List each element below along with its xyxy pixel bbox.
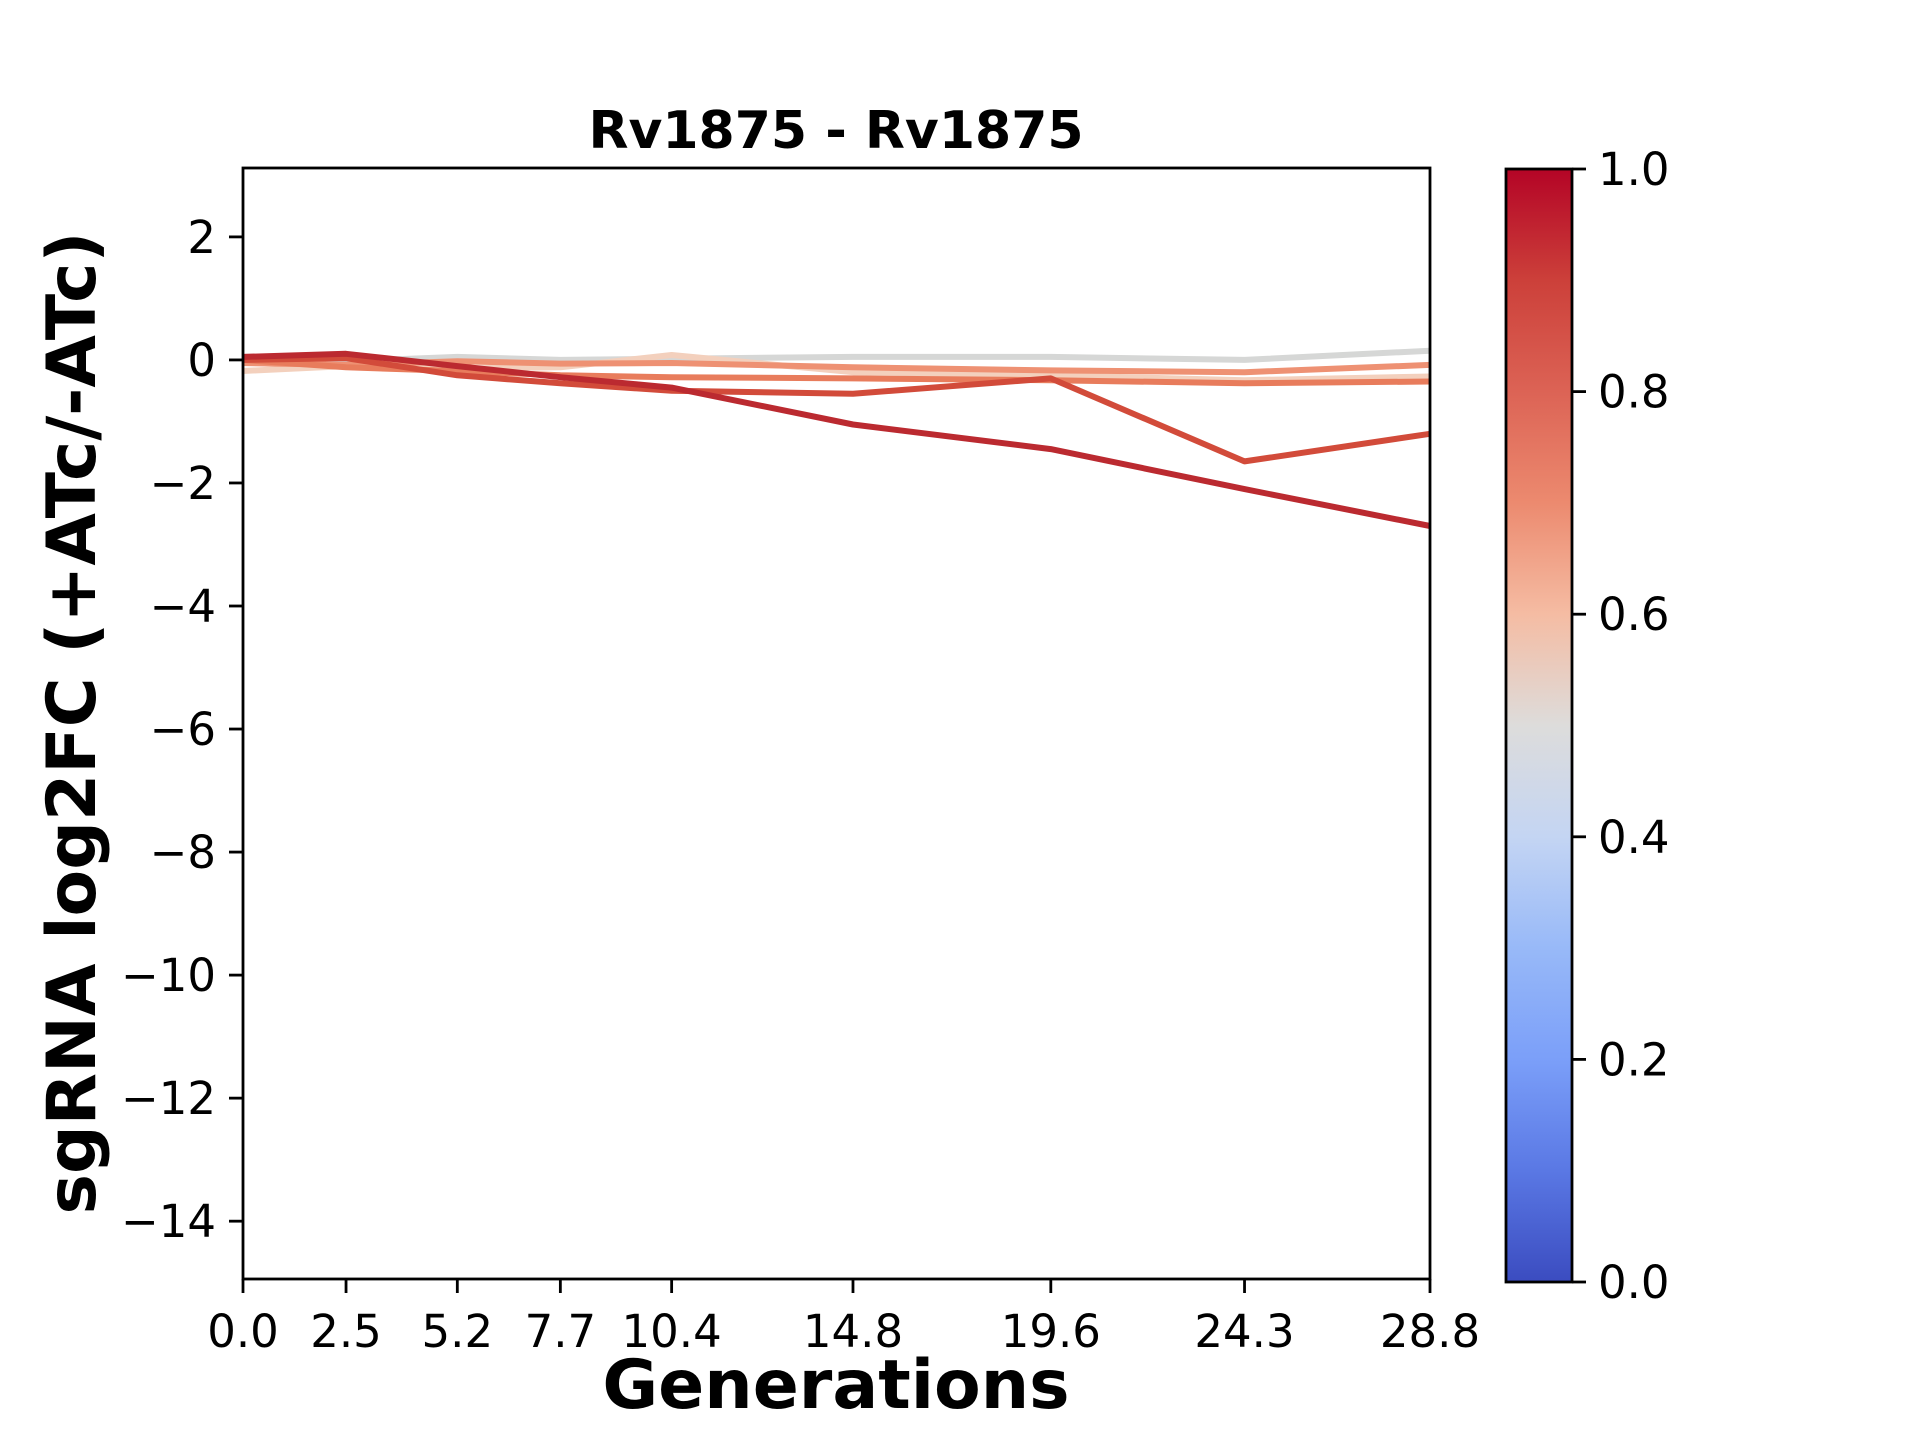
x-axis-label: Generations [602, 1346, 1069, 1425]
y-axis-label: sgRNA log2FC (+ATc/-ATc) [33, 232, 112, 1215]
y-tick-label: 2 [187, 211, 216, 264]
series-line-5 [242, 350, 1431, 529]
y-tick-label: −2 [150, 457, 216, 510]
colorbar-tick-label: 1.0 [1598, 143, 1670, 196]
colorbar-tick-label: 0.2 [1598, 1033, 1670, 1086]
x-tick-label: 24.3 [1194, 1305, 1294, 1358]
y-tick-label: −6 [150, 703, 216, 756]
plot-frame [241, 166, 1432, 1281]
y-tick-label: −8 [150, 826, 216, 879]
y-tick-label: −12 [121, 1072, 216, 1125]
x-tick-label: 0.0 [207, 1305, 279, 1358]
series-line-3 [242, 356, 1431, 387]
series-lines-group [242, 347, 1431, 529]
series-line-4 [242, 355, 1431, 465]
colorbar-tick-label: 0.8 [1598, 366, 1670, 419]
x-tick-label: 10.4 [622, 1305, 722, 1358]
x-tick-label: 19.6 [1001, 1305, 1101, 1358]
colorbar-group: 1.0 0.8 0.6 0.4 0.2 0.0 [1504, 143, 1670, 1309]
x-tick-label: 2.5 [310, 1305, 382, 1358]
y-tick-label: −10 [121, 949, 216, 1002]
colorbar-gradient [1506, 169, 1572, 1282]
y-tick-label: −4 [150, 580, 216, 633]
y-tick-label: 0 [187, 334, 216, 387]
x-tick-label: 28.8 [1380, 1305, 1480, 1358]
x-tick-label: 14.8 [803, 1305, 903, 1358]
colorbar-frame [1504, 167, 1574, 1284]
chart-title: Rv1875 - Rv1875 [588, 101, 1083, 161]
colorbar-tick-label: 0.6 [1598, 588, 1670, 641]
x-tick-label: 5.2 [422, 1305, 494, 1358]
colorbar-tick-label: 0.4 [1598, 811, 1670, 864]
colorbar-tick-label: 0.0 [1598, 1256, 1670, 1309]
axes-group: 0.0 2.5 5.2 7.7 10.4 14.8 19.6 24.3 28.8 2 0 −2 −4 −6… [121, 166, 1480, 1358]
x-tick-label: 7.7 [525, 1305, 597, 1358]
y-tick-label: −14 [121, 1195, 216, 1248]
